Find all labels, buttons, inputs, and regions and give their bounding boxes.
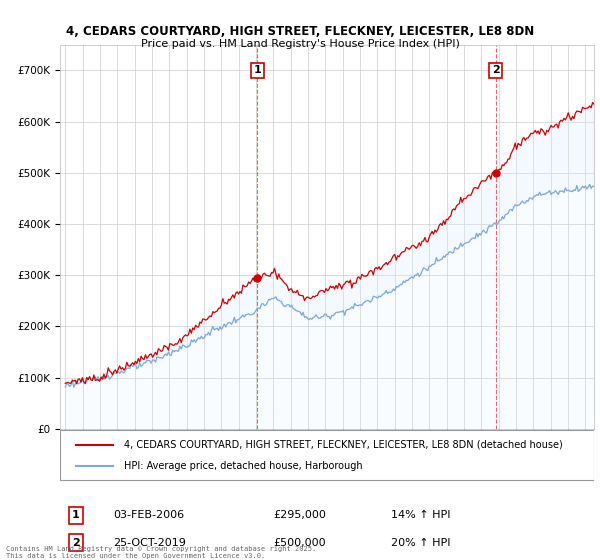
Text: HPI: Average price, detached house, Harborough: HPI: Average price, detached house, Harb… <box>124 461 363 471</box>
Text: 4, CEDARS COURTYARD, HIGH STREET, FLECKNEY, LEICESTER, LE8 8DN: 4, CEDARS COURTYARD, HIGH STREET, FLECKN… <box>66 25 534 38</box>
Text: £500,000: £500,000 <box>274 538 326 548</box>
Text: 4, CEDARS COURTYARD, HIGH STREET, FLECKNEY, LEICESTER, LE8 8DN (detached house): 4, CEDARS COURTYARD, HIGH STREET, FLECKN… <box>124 440 563 450</box>
Text: 20% ↑ HPI: 20% ↑ HPI <box>391 538 451 548</box>
Text: Price paid vs. HM Land Registry's House Price Index (HPI): Price paid vs. HM Land Registry's House … <box>140 39 460 49</box>
Text: 2: 2 <box>491 66 499 76</box>
Text: 03-FEB-2006: 03-FEB-2006 <box>113 510 185 520</box>
Text: 1: 1 <box>254 66 262 76</box>
Text: 14% ↑ HPI: 14% ↑ HPI <box>391 510 451 520</box>
Text: 25-OCT-2019: 25-OCT-2019 <box>113 538 186 548</box>
Text: Contains HM Land Registry data © Crown copyright and database right 2025.
This d: Contains HM Land Registry data © Crown c… <box>6 547 316 559</box>
FancyBboxPatch shape <box>60 430 594 480</box>
Text: 1: 1 <box>72 510 80 520</box>
Text: 2: 2 <box>72 538 80 548</box>
Text: £295,000: £295,000 <box>274 510 326 520</box>
